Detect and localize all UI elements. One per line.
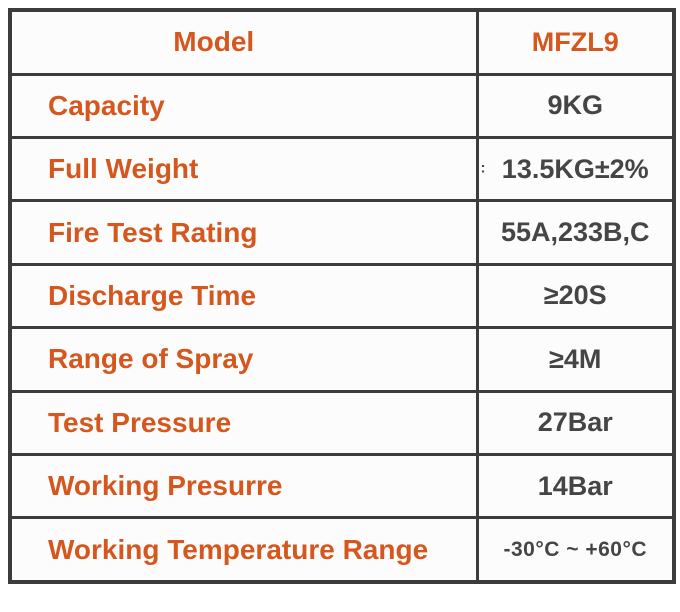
- table-row-capacity: Capacity 9KG: [8, 72, 676, 140]
- label-capacity: Capacity: [8, 72, 479, 140]
- table-row-test-pressure: Test Pressure 27Bar: [8, 389, 676, 456]
- label-fire-test-rating: Fire Test Rating: [8, 199, 479, 266]
- value-discharge-time: ≥20S: [475, 262, 676, 330]
- value-fire-test-rating: 55A,233B,C: [475, 199, 676, 266]
- value-range-of-spray: ≥4M: [475, 326, 676, 393]
- label-model: Model: [8, 8, 479, 76]
- stray-colon-mark: :: [480, 159, 486, 177]
- value-model: MFZL9: [475, 8, 676, 76]
- table-row-working-pressure: Working Presurre 14Bar: [8, 452, 676, 520]
- label-full-weight: Full Weight: [8, 136, 479, 203]
- table-row-model: Model MFZL9: [8, 8, 676, 76]
- value-full-weight-text: 13.5KG±2%: [501, 153, 649, 184]
- table-row-range-of-spray: Range of Spray ≥4M: [8, 326, 676, 393]
- label-discharge-time: Discharge Time: [8, 262, 479, 330]
- table-row-fire-test-rating: Fire Test Rating 55A,233B,C: [8, 199, 676, 266]
- spec-table: Model MFZL9 Capacity 9KG Full Weight : 1…: [8, 8, 676, 584]
- value-capacity: 9KG: [475, 72, 676, 140]
- value-working-pressure: 14Bar: [475, 452, 676, 520]
- table-row-full-weight: Full Weight : 13.5KG±2%: [8, 136, 676, 203]
- spec-table-container: Model MFZL9 Capacity 9KG Full Weight : 1…: [8, 8, 676, 584]
- label-working-pressure: Working Presurre: [8, 452, 479, 520]
- value-full-weight: : 13.5KG±2%: [475, 136, 676, 203]
- value-working-temperature-range: -30°C ~ +60°C: [475, 516, 676, 584]
- value-test-pressure: 27Bar: [475, 389, 676, 456]
- label-range-of-spray: Range of Spray: [8, 326, 479, 393]
- label-working-temperature-range: Working Temperature Range: [8, 516, 479, 584]
- table-row-discharge-time: Discharge Time ≥20S: [8, 262, 676, 330]
- label-test-pressure: Test Pressure: [8, 389, 479, 456]
- table-row-working-temperature-range: Working Temperature Range -30°C ~ +60°C: [8, 516, 676, 584]
